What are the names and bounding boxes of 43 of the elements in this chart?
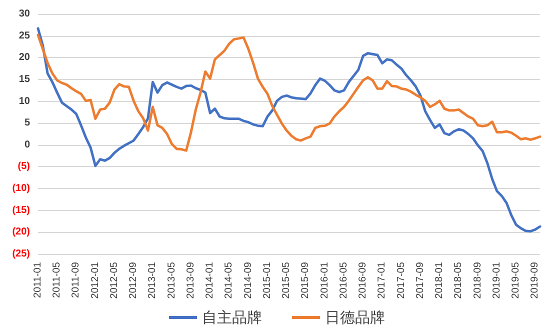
y-tick-label: 5 bbox=[24, 118, 30, 129]
x-tick-label: 2013-05 bbox=[166, 262, 178, 299]
x-tick-label: 2012-09 bbox=[128, 262, 140, 299]
y-tick-label: 20 bbox=[18, 52, 30, 64]
y-tick-label: 0 bbox=[24, 139, 30, 150]
x-tick-label: 2017-09 bbox=[414, 262, 426, 299]
x-tick-label: 2018-09 bbox=[472, 262, 484, 299]
y-tick-label: (15) bbox=[12, 204, 30, 216]
y-tick-label: (25) bbox=[12, 248, 30, 260]
x-tick-label: 2011-05 bbox=[52, 262, 63, 298]
x-tick-label: 2015-01 bbox=[262, 262, 273, 299]
x-tick-label: 2018-01 bbox=[434, 262, 446, 299]
x-tick-label: 2019-05 bbox=[510, 262, 522, 299]
y-tick-label: (5) bbox=[18, 161, 30, 172]
x-tick-label: 2013-01 bbox=[147, 262, 158, 299]
x-tick-label: 2014-09 bbox=[242, 262, 254, 299]
legend-label: 自主品牌 bbox=[202, 308, 262, 326]
x-tick-label: 2017-01 bbox=[376, 262, 388, 299]
x-tick-label: 2018-05 bbox=[453, 262, 464, 299]
x-tick-label: 2016-01 bbox=[319, 262, 330, 299]
y-tick-label: 30 bbox=[18, 8, 30, 20]
x-tick-label: 2019-09 bbox=[530, 262, 541, 299]
x-tick-label: 2019-01 bbox=[491, 262, 502, 299]
legend-label: 日德品牌 bbox=[325, 308, 385, 326]
y-tick-label: 25 bbox=[18, 30, 30, 42]
x-tick-label: 2016-09 bbox=[358, 262, 369, 299]
y-tick-label: 15 bbox=[18, 74, 30, 85]
y-tick-label: (20) bbox=[12, 226, 30, 238]
line-series bbox=[36, 34, 542, 152]
x-tick-label: 2012-05 bbox=[108, 262, 120, 299]
line-series bbox=[36, 27, 542, 233]
x-tick-label: 2016-05 bbox=[338, 262, 350, 299]
x-tick-label: 2017-05 bbox=[396, 262, 407, 299]
x-tick-label: 2014-05 bbox=[224, 262, 235, 299]
x-tick-label: 2014-01 bbox=[204, 262, 216, 299]
x-tick-label: 2011-09 bbox=[70, 262, 82, 298]
x-tick-label: 2012-01 bbox=[90, 262, 101, 299]
y-tick-label: (10) bbox=[12, 183, 30, 194]
x-tick-label: 2015-09 bbox=[300, 262, 312, 299]
x-tick-label: 2011-01 bbox=[32, 262, 44, 298]
y-tick-label: 10 bbox=[18, 96, 30, 107]
x-tick-label: 2013-09 bbox=[185, 262, 196, 299]
x-tick-label: 2015-05 bbox=[281, 262, 292, 299]
